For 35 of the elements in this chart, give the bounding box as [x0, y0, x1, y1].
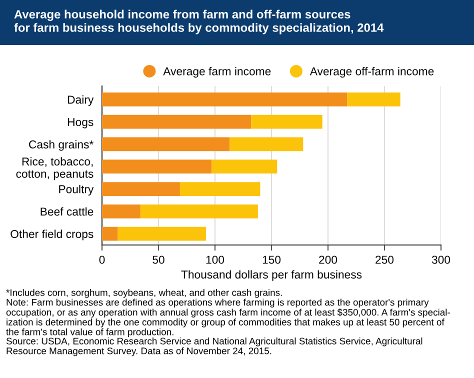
y-tick-label: Dairy [68, 95, 94, 106]
text: Note: Farm businesses are defined as operations where farming is reported as the operator's primary occupation, or as any operation with annual gross cash farm income of at least $350,000. A farm's special- ization is determined by the one commodity or group of commodities that makes up at least 50 percent of the farm's total value of farm production. [6, 298, 450, 338]
y-tick-label: Cash grains* [29, 140, 94, 151]
y-tick-label: Hogs [68, 118, 94, 128]
bar [251, 114, 322, 129]
legend-label: Average farm income [163, 66, 271, 78]
bar [102, 114, 252, 129]
x-tick-label: 300 [432, 256, 450, 264]
text: *Includes corn, sorghum, soybeans, wheat, and other cash grains. [6, 289, 282, 298]
source-note: Source: USDA, Economic Research Service and National Agricultural Statistics Service, Agricultural Resource Management Survey. Data as of November 24, 2015. [6, 338, 422, 356]
chart-title: Average household income from farm and off-farm sources for farm business households by commodity specialization, 2014 [14, 10, 384, 34]
legend-label: Average off-farm income [310, 66, 434, 78]
y-tick-label: Beef cattle [40, 207, 94, 216]
x-tick-label: 200 [319, 256, 338, 264]
x-tick-label: 100 [206, 256, 224, 264]
y-tick-label: Poultry [59, 184, 94, 196]
y-tick-label: Rice, tobacco, cotton, peanuts [16, 157, 94, 180]
bar [102, 160, 212, 174]
x-tick-label: 50 [152, 256, 164, 264]
x-tick-label: 0 [99, 256, 105, 264]
y-tick-label: Other field crops [10, 230, 94, 240]
bar [102, 92, 348, 106]
bar [140, 204, 258, 218]
bar [102, 182, 180, 196]
bar [102, 204, 140, 218]
bar [347, 92, 400, 106]
bar [102, 137, 230, 152]
x-axis-title: Thousand dollars per farm business [181, 270, 362, 281]
bar [180, 182, 260, 196]
bar [118, 226, 206, 241]
x-tick-label: 150 [262, 256, 281, 264]
x-tick-label: 250 [376, 256, 394, 264]
bar [212, 160, 278, 174]
bar [230, 137, 304, 152]
bar [102, 226, 118, 241]
